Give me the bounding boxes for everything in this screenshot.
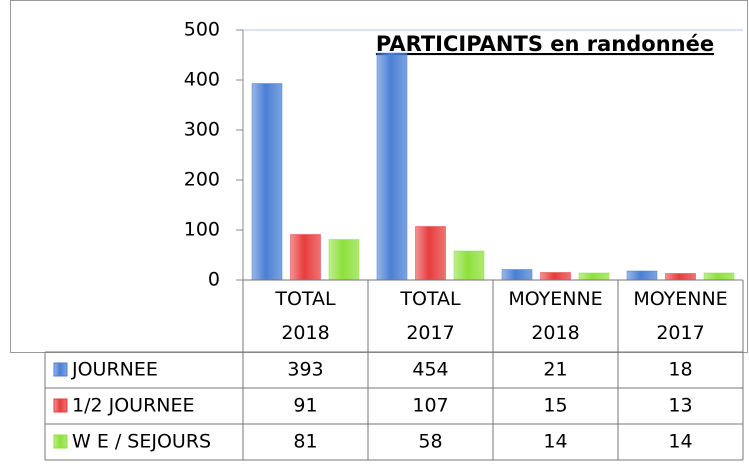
bar <box>328 239 360 281</box>
x-tick-label: TOTAL 2018 <box>275 288 336 344</box>
table-value: 15 <box>543 395 567 417</box>
x-tick-label-box: TOTAL 2017 <box>400 288 461 344</box>
x-tick-label-box: TOTAL 2018 <box>275 288 336 344</box>
bar <box>453 250 485 281</box>
y-tick-label: 100 <box>184 219 220 241</box>
y-tick-label: 400 <box>184 69 220 91</box>
x-tick-label-box: MOYENNE 2018 <box>508 288 603 344</box>
table-value: 58 <box>418 431 442 453</box>
table-value: 107 <box>412 395 448 417</box>
table-value: 18 <box>668 359 692 381</box>
bar <box>290 234 321 281</box>
y-tick-label: 200 <box>184 169 220 191</box>
x-tick-label: MOYENNE 2018 <box>508 288 603 344</box>
table-value: 454 <box>412 359 448 381</box>
legend-swatch <box>53 434 68 449</box>
bar <box>703 272 735 281</box>
x-tick-label: MOYENNE 2017 <box>633 288 728 344</box>
table-value: 14 <box>543 431 567 453</box>
x-tick-label: TOTAL 2017 <box>400 288 461 344</box>
table-value: 13 <box>668 395 692 417</box>
y-tick-label: 500 <box>184 19 220 41</box>
bar <box>415 226 446 281</box>
table-value: 81 <box>293 431 317 453</box>
legend-label: 1/2 JOURNEE <box>72 395 195 417</box>
bar <box>540 272 571 281</box>
legend-swatch <box>53 398 68 413</box>
legend-label: JOURNEE <box>71 359 158 381</box>
bar <box>578 272 610 281</box>
y-tick-label: 0 <box>208 269 220 291</box>
legend-swatch <box>53 362 68 377</box>
y-tick-label: 300 <box>184 119 220 141</box>
legend-label: W E / SEJOURS <box>72 431 211 453</box>
chart-title: PARTICIPANTS en randonnée <box>376 32 714 56</box>
bar <box>376 52 408 281</box>
table-value: 91 <box>293 395 317 417</box>
table-value: 21 <box>543 359 567 381</box>
table-value: 393 <box>287 359 323 381</box>
bar <box>665 273 696 281</box>
x-tick-label-box: MOYENNE 2017 <box>633 288 728 344</box>
bar <box>251 83 283 281</box>
bar <box>501 269 533 281</box>
table-value: 14 <box>668 431 692 453</box>
bar <box>626 270 658 281</box>
